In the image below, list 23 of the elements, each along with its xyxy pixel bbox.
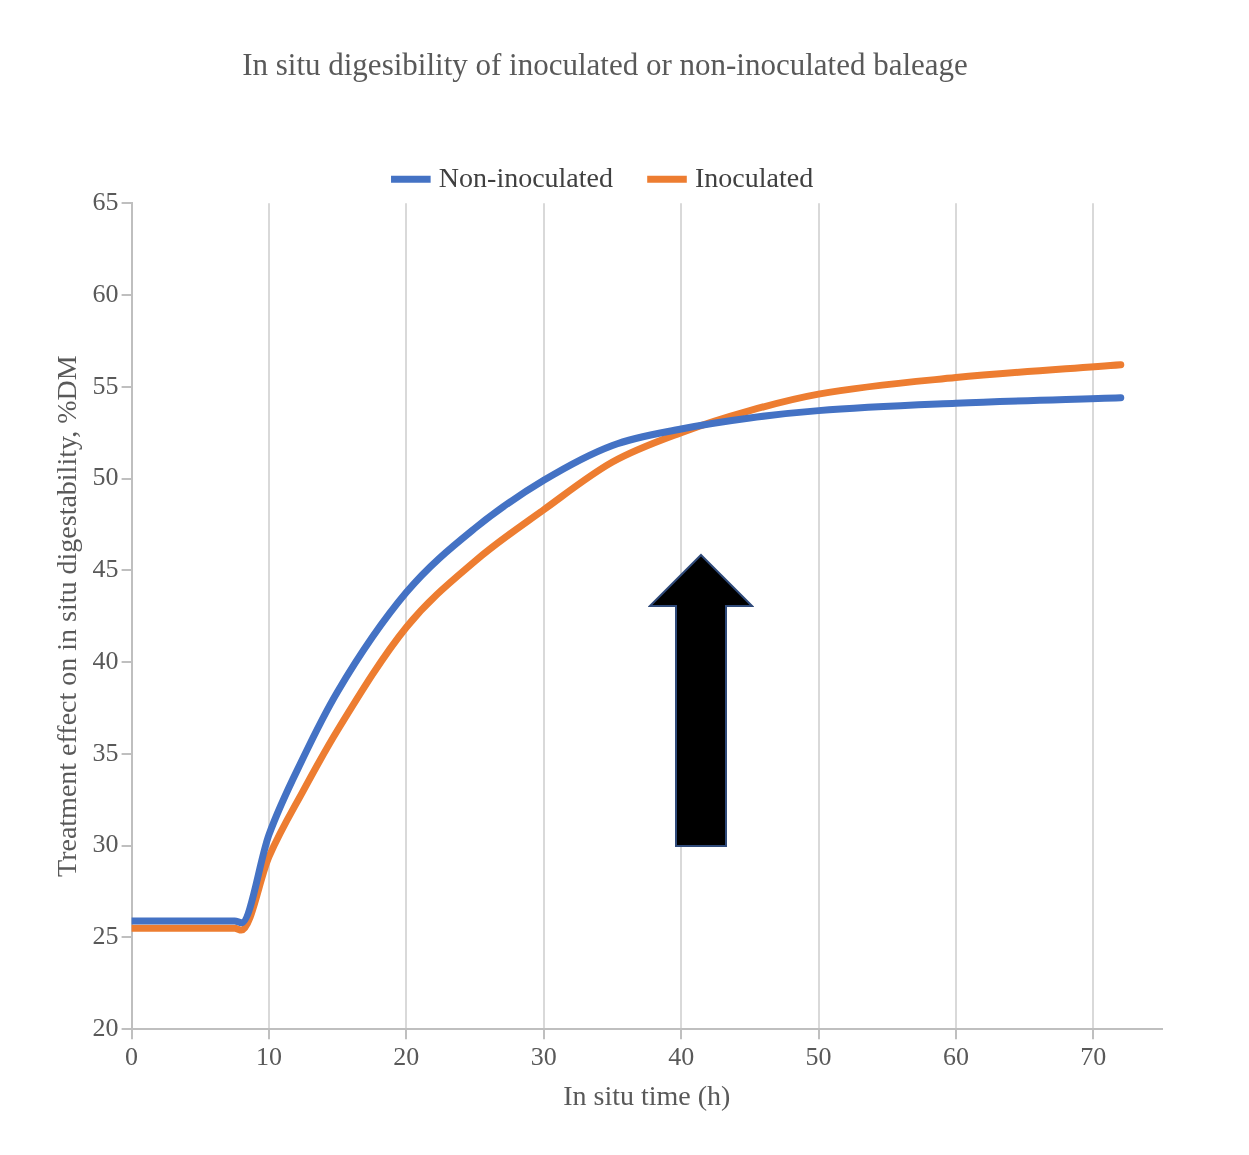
legend-label: Non-inoculated [438, 161, 614, 193]
y-tick-label: 30 [92, 829, 119, 859]
x-tick-label: 60 [942, 1041, 969, 1071]
y-tick-label: 45 [92, 554, 119, 584]
y-tick-label: 20 [92, 1013, 119, 1043]
x-axis-title: In situ time (h) [563, 1079, 731, 1111]
x-tick-label: 0 [125, 1041, 139, 1071]
y-tick-label: 50 [92, 462, 119, 492]
x-tick-label: 20 [393, 1041, 420, 1071]
chart-title: In situ digesibility of inoculated or non-inoculated baleage [242, 46, 968, 82]
y-tick-label: 40 [92, 645, 119, 675]
x-tick-label: 10 [255, 1041, 282, 1071]
legend-label: Inoculated [695, 161, 814, 193]
y-tick-label: 60 [92, 278, 119, 308]
y-tick-label: 25 [92, 921, 119, 951]
y-tick-label: 65 [92, 187, 119, 217]
y-axis-title: Treatment effect on in situ digestability, %DM [51, 355, 83, 877]
y-tick-label: 55 [92, 370, 119, 400]
x-tick-label: 50 [805, 1041, 832, 1071]
x-tick-label: 40 [668, 1041, 695, 1071]
x-tick-label: 30 [530, 1041, 557, 1071]
y-tick-label: 35 [92, 737, 119, 767]
x-tick-label: 70 [1080, 1041, 1107, 1071]
